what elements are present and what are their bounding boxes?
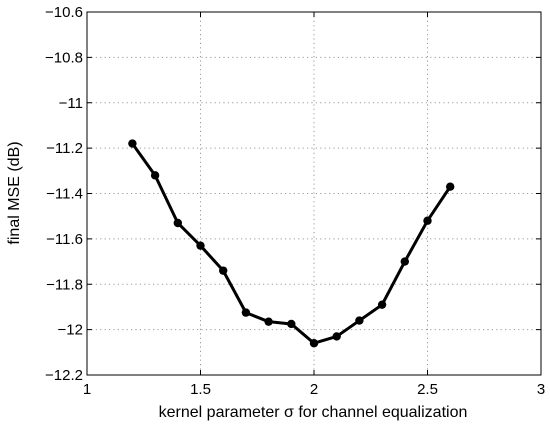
x-tick-label: 1 [83,381,91,398]
x-tick-label: 3 [537,381,545,398]
data-point [332,332,341,341]
data-point [173,218,182,228]
grid [86,11,542,376]
data-point [377,300,387,309]
series [128,139,455,348]
y-tick-label: −10.6 [45,4,83,21]
y-tick-label: −12 [58,322,83,339]
data-point [423,216,432,225]
data-point [150,171,160,180]
data-point [241,308,251,317]
data-point [219,266,228,275]
y-tick-label: −11 [59,95,83,112]
data-point [446,182,455,191]
x-axis-label: kernel parameter σ for channel equalizat… [159,404,468,421]
data-point [287,319,296,329]
series-line [131,142,452,345]
data-point [128,139,137,148]
y-tick-label: −10.8 [45,49,83,66]
y-tick-label: −11.6 [46,231,83,248]
y-tick-label: −11.4 [46,186,83,203]
x-tick-label: 2 [310,381,318,398]
data-point [309,339,319,348]
y-axis-label: final MSE (dB) [6,141,23,244]
axes: 1 1.5 2 2.5 3 −10.6 −10.8 −11 −11.2 −11.4 −11.6 −11… [45,4,545,398]
y-tick-label: −11.2 [46,140,83,157]
x-tick-label: 2.5 [417,381,438,398]
data-point [196,241,205,250]
data-point [355,316,364,325]
y-tick-label: −11.8 [46,276,83,293]
data-point [264,317,273,326]
y-tick-label: −12.2 [45,367,83,384]
data-point [400,257,409,266]
x-tick-label: 1.5 [190,381,211,398]
